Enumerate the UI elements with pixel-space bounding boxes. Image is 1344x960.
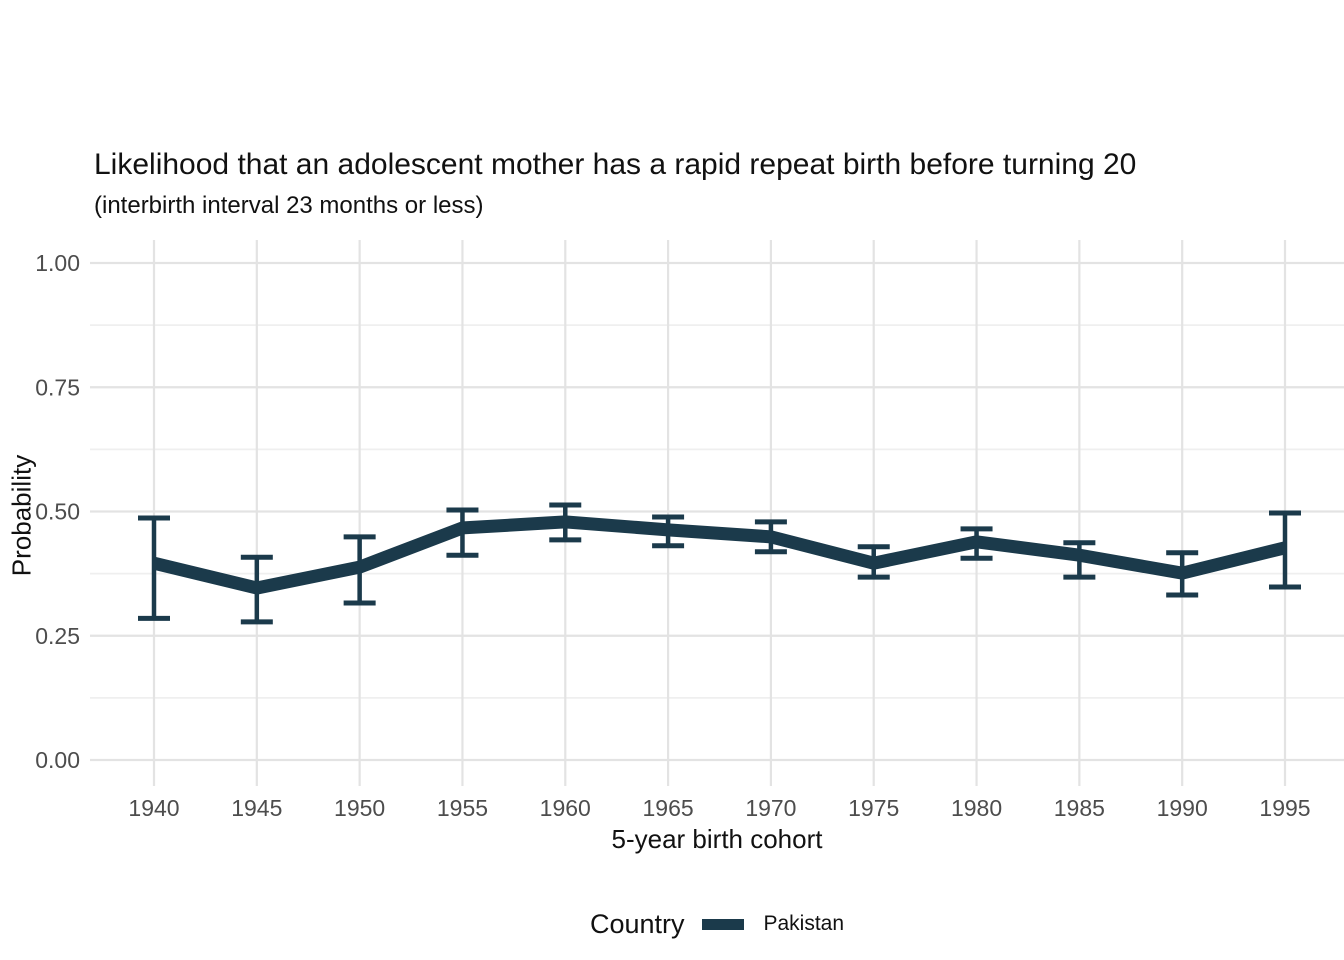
x-axis-title: 5-year birth cohort	[611, 824, 823, 854]
x-tick-label: 1990	[1157, 795, 1208, 821]
legend-title: Country	[589, 908, 685, 939]
y-tick-label: 0.50	[35, 499, 80, 525]
legend: Country Pakistan	[90, 900, 1344, 948]
y-tick-label: 0.00	[35, 747, 80, 773]
x-tick-label: 1950	[334, 795, 385, 821]
x-tick-label: 1960	[540, 795, 591, 821]
y-tick-label: 0.75	[35, 374, 80, 400]
x-tick-label: 1980	[951, 795, 1002, 821]
y-tick-label: 1.00	[35, 250, 80, 276]
x-tick-label: 1965	[643, 795, 694, 821]
chart-subtitle: (interbirth interval 23 months or less)	[94, 192, 484, 219]
legend-key-pakistan-line-swatch	[701, 918, 744, 930]
x-tick-label: 1975	[848, 795, 899, 821]
x-tick-label: 1995	[1259, 795, 1310, 821]
x-tick-label: 1970	[745, 795, 796, 821]
x-tick-label: 1940	[128, 795, 179, 821]
y-tick-label: 0.25	[35, 623, 80, 649]
x-tick-label: 1945	[231, 795, 282, 821]
legend-label-pakistan: Pakistan	[763, 912, 845, 935]
trend-line-pakistan	[152, 515, 1287, 595]
x-tick-label: 1985	[1054, 795, 1105, 821]
chart-title: Likelihood that an adolescent mother has…	[94, 148, 1137, 181]
x-tick-label: 1955	[437, 795, 488, 821]
